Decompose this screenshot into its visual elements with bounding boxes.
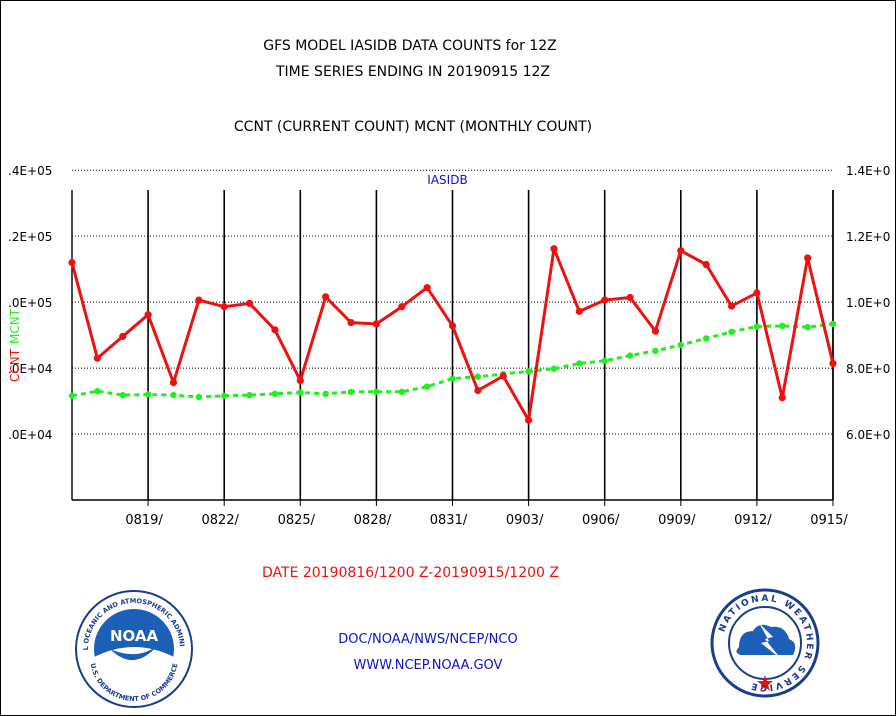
data-point-ccnt: [550, 245, 558, 253]
data-point-ccnt: [322, 293, 330, 301]
data-point-ccnt: [626, 293, 634, 302]
data-point-ccnt: [474, 386, 482, 395]
data-point-mcnt: [449, 375, 456, 382]
data-point-mcnt: [753, 323, 761, 330]
data-point-mcnt: [804, 323, 811, 331]
data-point-ccnt: [220, 303, 228, 311]
data-point-mcnt: [576, 360, 583, 367]
data-point-ccnt: [525, 416, 533, 424]
x-tick-label: 0906/: [582, 513, 620, 528]
y-tick-label-left: .0E+05: [8, 296, 52, 310]
x-tick-label: 0828/: [354, 513, 392, 528]
data-point-mcnt: [728, 328, 735, 336]
data-point-mcnt: [373, 388, 380, 396]
data-point-mcnt: [94, 387, 101, 395]
x-tick-label: 0822/: [201, 513, 239, 528]
data-point-ccnt: [651, 327, 660, 335]
data-point-mcnt: [398, 388, 405, 396]
data-point-ccnt: [677, 247, 685, 255]
data-point-mcnt: [246, 391, 253, 399]
data-point-ccnt: [829, 359, 837, 368]
data-point-ccnt: [778, 394, 786, 402]
data-point-mcnt: [144, 391, 152, 398]
data-point-mcnt: [779, 322, 786, 330]
chart-title: IASIDB: [427, 173, 467, 187]
data-point-ccnt: [68, 258, 76, 267]
data-point-mcnt: [677, 341, 684, 349]
data-point-mcnt: [652, 347, 659, 355]
data-point-mcnt: [525, 368, 532, 375]
data-point-mcnt: [119, 391, 126, 399]
data-point-ccnt: [347, 318, 355, 327]
y-axis-label-mcnt: MCNT: [8, 308, 22, 344]
data-point-ccnt: [575, 307, 583, 315]
data-point-mcnt: [423, 383, 431, 390]
data-point-mcnt: [170, 391, 177, 399]
data-point-ccnt: [423, 284, 431, 292]
x-tick-label: 0825/: [278, 513, 316, 528]
data-point-ccnt: [271, 326, 279, 334]
data-point-mcnt: [68, 392, 76, 399]
data-point-mcnt: [195, 393, 203, 401]
date-range-label: DATE 20190816/1200 Z-20190915/1200 Z: [262, 565, 559, 581]
data-point-ccnt: [499, 372, 507, 380]
data-point-mcnt: [829, 320, 837, 328]
data-point-ccnt: [93, 354, 101, 362]
data-point-ccnt: [296, 377, 304, 385]
y-tick-label-right: 1.0E+0: [846, 296, 890, 310]
data-point-mcnt: [601, 357, 608, 365]
data-point-ccnt: [702, 260, 710, 269]
chart-header-title: GFS MODEL IASIDB DATA COUNTS for 12Z: [263, 38, 557, 54]
data-point-ccnt: [169, 378, 178, 387]
data-point-mcnt: [271, 390, 279, 398]
data-point-ccnt: [372, 320, 380, 328]
data-point-ccnt: [398, 303, 406, 311]
data-point-mcnt: [322, 390, 329, 398]
x-tick-label: 0912/: [734, 513, 772, 528]
y-tick-label-right: 8.0E+0: [846, 362, 890, 376]
x-tick-label: 0831/: [430, 513, 468, 528]
data-point-mcnt: [702, 335, 710, 342]
y-axis-label-ccnt: CCNT: [8, 348, 22, 382]
chart-header-legend-text: CCNT (CURRENT COUNT) MCNT (MONTHLY COUNT…: [233, 119, 593, 135]
data-point-mcnt: [297, 389, 304, 396]
y-tick-label-left: .4E+05: [8, 164, 52, 178]
y-tick-label-left: .0E+04: [8, 362, 52, 376]
org-label: DOC/NOAA/NWS/NCEP/NCO: [338, 632, 518, 647]
data-point-mcnt: [474, 373, 482, 380]
x-tick-label: 0903/: [506, 513, 544, 528]
data-point-ccnt: [195, 296, 203, 304]
data-point-ccnt: [144, 311, 152, 319]
chart-header-subtitle: TIME SERIES ENDING IN 20190915 12Z: [276, 64, 550, 80]
y-tick-label-right: 1.2E+0: [846, 230, 890, 244]
data-point-ccnt: [245, 299, 254, 308]
y-tick-label-right: 1.4E+0: [846, 164, 890, 178]
data-point-ccnt: [804, 254, 812, 262]
data-point-ccnt: [753, 289, 761, 297]
nws-logo: NATIONAL WEATHER SERVICE: [710, 588, 820, 698]
data-point-mcnt: [550, 365, 558, 372]
data-point-mcnt: [347, 388, 355, 396]
x-tick-label: 0819/: [125, 513, 163, 528]
y-tick-label-right: 6.0E+0: [846, 428, 890, 442]
y-tick-label-left: .0E+04: [8, 428, 52, 442]
y-tick-label-left: .2E+05: [8, 230, 52, 244]
noaa-logo: NOAA NATIONAL OCEANIC AND ATMOSPHERIC AD…: [72, 587, 193, 708]
x-tick-label: 0909/: [658, 513, 696, 528]
data-point-ccnt: [601, 296, 609, 304]
data-point-ccnt: [448, 322, 457, 330]
x-tick-label: 0915/: [810, 513, 848, 528]
data-point-mcnt: [221, 392, 228, 399]
website-link[interactable]: WWW.NCEP.NOAA.GOV: [353, 658, 503, 673]
data-point-mcnt: [626, 352, 634, 359]
data-point-ccnt: [119, 332, 127, 341]
data-point-ccnt: [727, 302, 736, 310]
noaa-logo-text: NOAA: [110, 627, 159, 645]
